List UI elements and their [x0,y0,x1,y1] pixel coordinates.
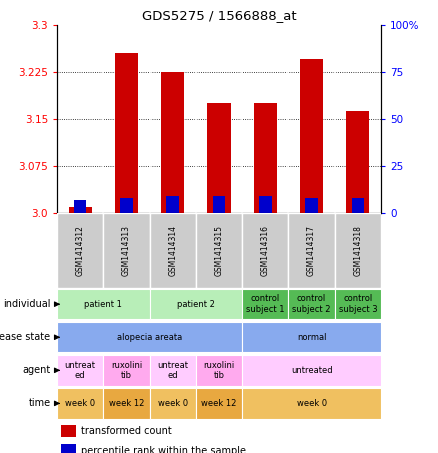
Bar [289,213,335,288]
Text: GSM1414314: GSM1414314 [168,225,177,276]
Text: individual: individual [3,299,50,309]
Bar [242,213,289,288]
Bar [120,198,133,213]
Bar [61,425,77,437]
Bar [259,196,272,213]
Bar [166,196,179,213]
Text: time: time [28,398,50,409]
Bar [346,111,370,213]
Text: patient 1: patient 1 [84,300,122,308]
Bar [242,322,381,352]
Text: week 0: week 0 [297,399,327,408]
Text: alopecia areata: alopecia areata [117,333,182,342]
Text: untreat
ed: untreat ed [157,361,188,380]
Bar [212,196,226,213]
Bar [208,103,230,213]
Text: GSM1414312: GSM1414312 [76,225,85,276]
Bar [242,289,289,319]
Bar [300,59,323,213]
Text: patient 2: patient 2 [177,300,215,308]
Bar [254,103,277,213]
Text: control
subject 2: control subject 2 [292,294,331,314]
Text: week 0: week 0 [65,399,95,408]
Text: GSM1414318: GSM1414318 [353,225,362,276]
Bar [149,289,242,319]
Text: percentile rank within the sample: percentile rank within the sample [81,445,247,453]
Title: GDS5275 / 1566888_at: GDS5275 / 1566888_at [141,10,297,22]
Bar [289,289,335,319]
Bar [149,213,196,288]
Bar [196,355,242,386]
Bar [115,53,138,213]
Text: GSM1414316: GSM1414316 [261,225,270,276]
Text: control
subject 3: control subject 3 [339,294,377,314]
Text: agent: agent [22,365,50,376]
Bar [149,355,196,386]
Bar [161,72,184,213]
Text: GSM1414315: GSM1414315 [215,225,223,276]
Bar [57,388,103,419]
Bar [305,198,318,213]
Bar [57,322,242,352]
Bar [335,213,381,288]
Bar [352,198,364,213]
Text: control
subject 1: control subject 1 [246,294,285,314]
Text: week 0: week 0 [158,399,188,408]
Text: ruxolini
tib: ruxolini tib [203,361,235,380]
Bar [57,355,103,386]
Text: untreated: untreated [291,366,332,375]
Text: untreat
ed: untreat ed [64,361,95,380]
Bar [61,444,77,453]
Bar [74,200,86,213]
Text: normal: normal [297,333,326,342]
Bar [149,388,196,419]
Bar [242,388,381,419]
Text: GSM1414313: GSM1414313 [122,225,131,276]
Bar [57,213,103,288]
Text: week 12: week 12 [201,399,237,408]
Text: week 12: week 12 [109,399,144,408]
Bar [103,388,149,419]
Bar [68,207,92,213]
Bar [196,388,242,419]
Bar [196,213,242,288]
Bar [103,355,149,386]
Text: disease state: disease state [0,332,50,342]
Text: transformed count: transformed count [81,426,172,436]
Bar [57,289,149,319]
Bar [103,213,149,288]
Text: ruxolini
tib: ruxolini tib [111,361,142,380]
Bar [335,289,381,319]
Text: GSM1414317: GSM1414317 [307,225,316,276]
Bar [242,355,381,386]
